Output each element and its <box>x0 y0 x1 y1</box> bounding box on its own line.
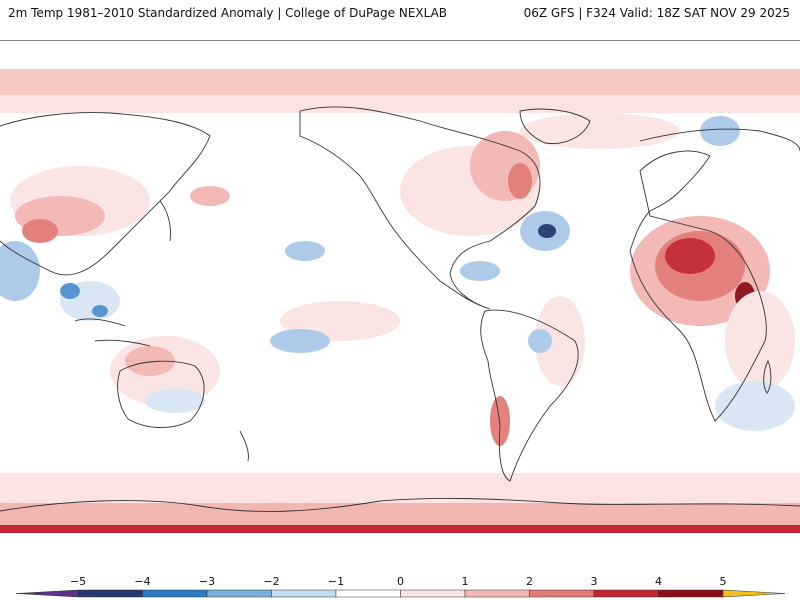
anomaly-map-canvas <box>0 69 800 560</box>
colorbar-segment <box>529 589 595 598</box>
colorbar-tick-label: −4 <box>134 575 150 588</box>
colorbar-tick-label: 4 <box>655 575 662 588</box>
color-scale-ticks: −5 −4 −3 −2 −1 0 1 2 3 4 5 <box>70 575 727 588</box>
color-scale-bar: −5 −4 −3 −2 −1 0 1 2 3 4 5 <box>15 575 786 598</box>
colorbar-segment <box>658 589 724 598</box>
colorbar-tick-label: 3 <box>591 575 598 588</box>
colorbar-segment <box>142 589 208 598</box>
colorbar-tick-label: −5 <box>70 575 86 588</box>
model-run-label: 06Z GFS | F324 Valid: 18Z SAT NOV 29 202… <box>523 6 790 20</box>
colorbar-tick-label: 1 <box>462 575 469 588</box>
antarctic-hot-band <box>0 525 800 533</box>
colorbar-tick-label: 0 <box>397 575 404 588</box>
coastlines <box>0 106 800 512</box>
colorbar-segment <box>271 589 337 598</box>
colorbar-tick-label: −2 <box>263 575 279 588</box>
arctic-warm-band <box>0 69 800 95</box>
colorbar-tick-label: −1 <box>328 575 344 588</box>
colorbar-segment <box>464 589 530 598</box>
anomaly-map <box>0 40 800 560</box>
map-title: 2m Temp 1981–2010 Standardized Anomaly |… <box>8 6 448 20</box>
antarctic-bottom-band <box>0 533 800 560</box>
antarctic-warm-band <box>0 503 800 525</box>
colorbar-segment-max <box>722 589 786 598</box>
colorbar-segment <box>77 589 143 598</box>
warm-anomaly-blobs <box>10 113 795 446</box>
arctic-warm-band-light <box>0 95 800 113</box>
colorbar-segment <box>206 589 272 598</box>
colorbar-segment <box>400 589 466 598</box>
colorbar-segment <box>593 589 659 598</box>
colorbar-tick-label: −3 <box>199 575 215 588</box>
colorbar-segment <box>335 589 401 598</box>
color-scale-segments <box>15 589 786 598</box>
colorbar-tick-label: 5 <box>720 575 727 588</box>
cool-anomaly-blobs <box>0 116 795 431</box>
antarctic-light-band <box>0 473 800 503</box>
colorbar-tick-label: 2 <box>526 575 533 588</box>
colorbar-segment-min <box>15 589 79 598</box>
